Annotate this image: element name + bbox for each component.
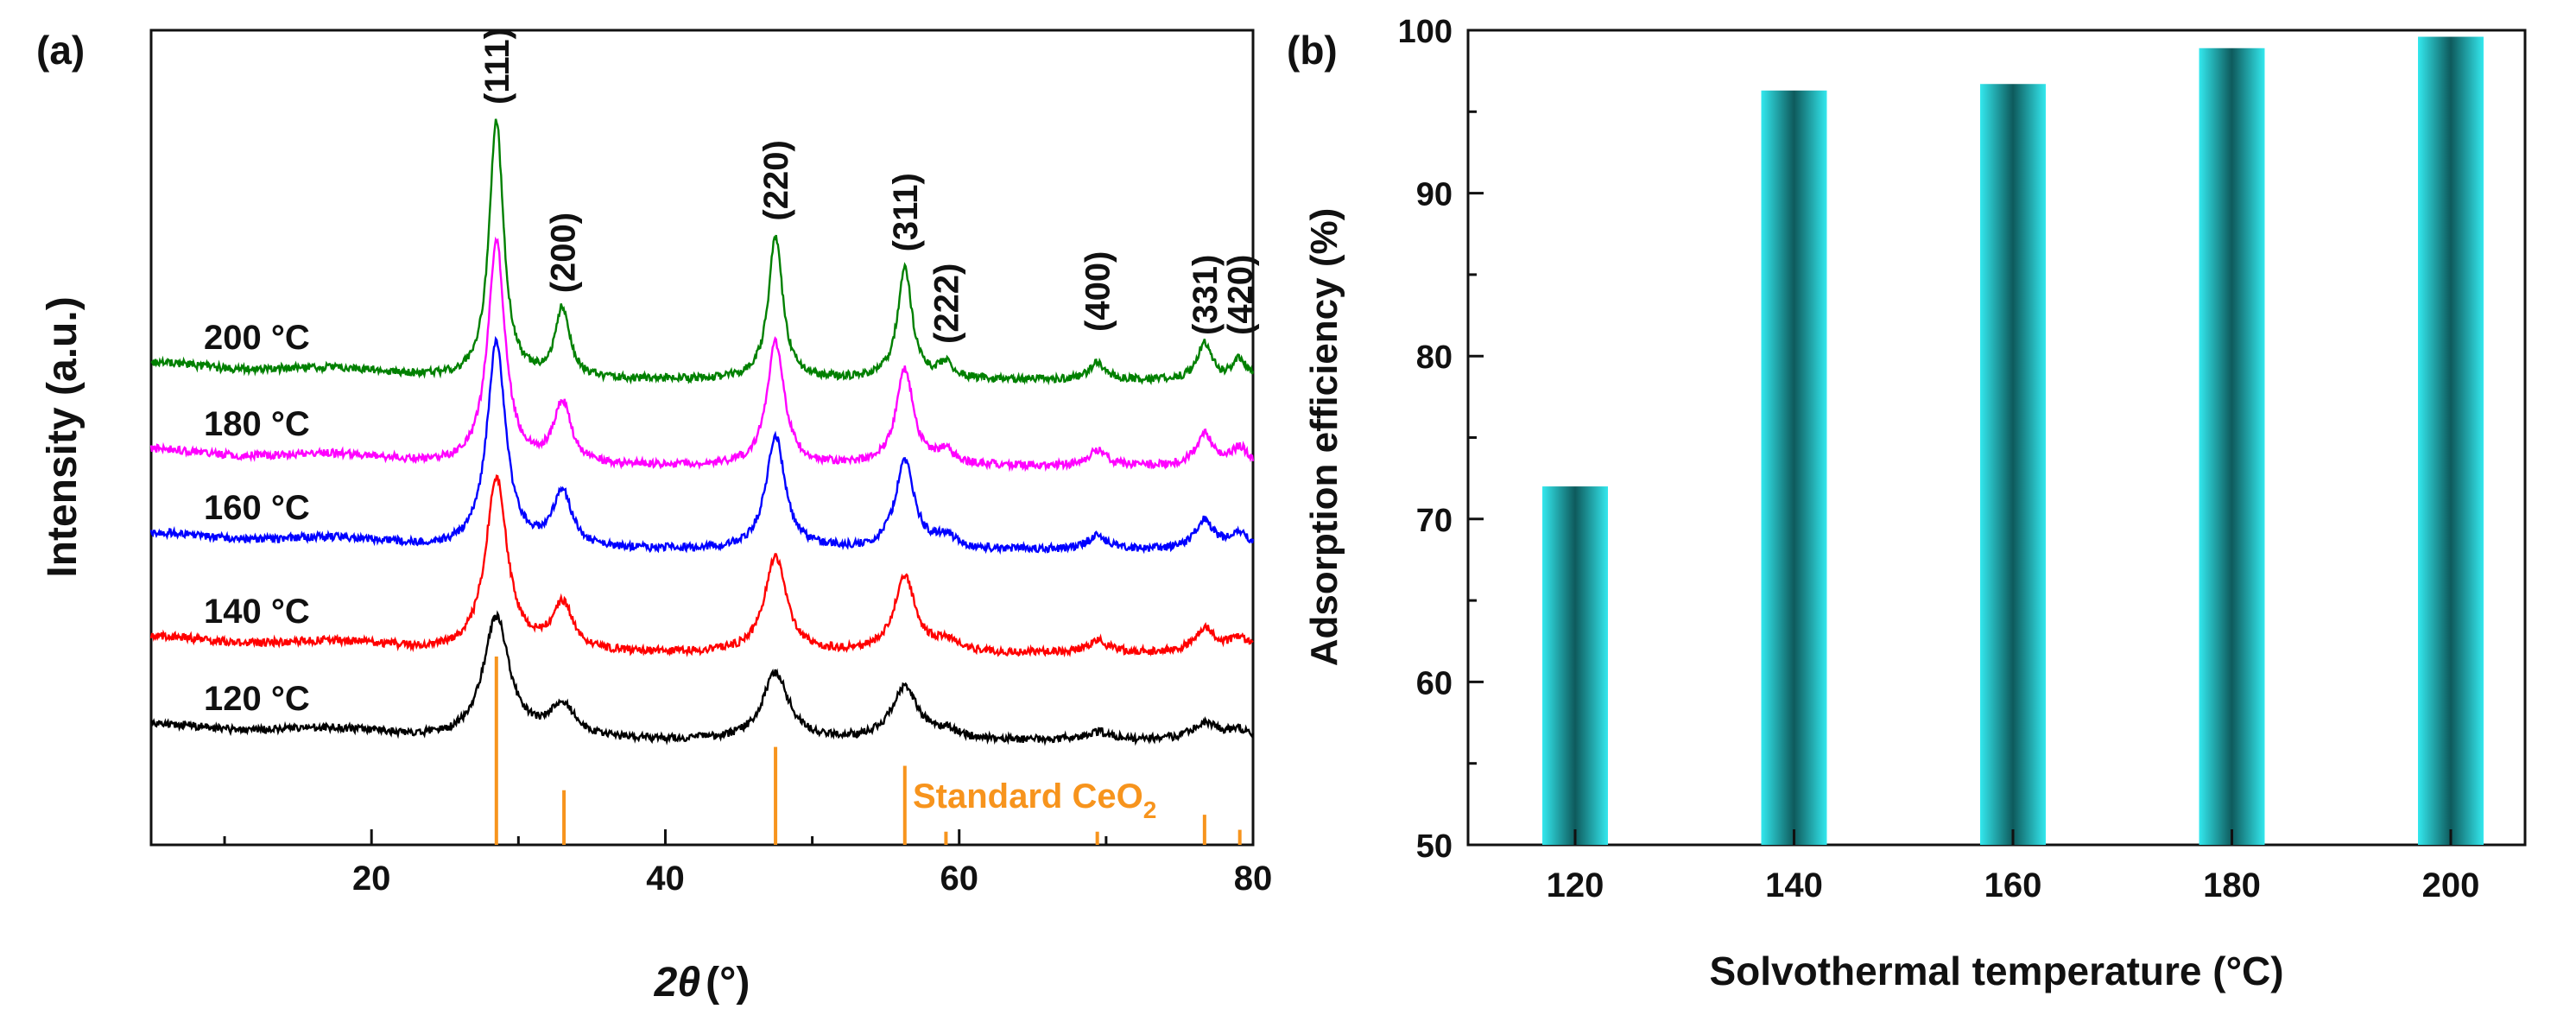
bar-y-tick-label: 50 <box>1416 828 1453 865</box>
hkl-label: (400) <box>1079 251 1117 332</box>
bar <box>1761 90 1827 846</box>
xrd-x-axis-unit: (°) <box>706 960 750 1006</box>
xrd-x-axis-title: 2θ (°) <box>654 960 750 1006</box>
xrd-series-label: 200 °C <box>204 319 310 357</box>
reference-label-subscript: 2 <box>1143 796 1157 823</box>
hkl-label: (222) <box>927 263 965 344</box>
bar-y-tick-label: 90 <box>1416 177 1453 213</box>
bar-x-tick-label: 140 <box>1765 866 1823 904</box>
xrd-series-line <box>150 610 1255 746</box>
hkl-label: (311) <box>887 173 925 251</box>
xrd-series-line <box>150 118 1255 386</box>
hkl-label: (331) <box>1187 255 1225 335</box>
xrd-series-line <box>149 236 1255 473</box>
hkl-label: (200) <box>544 213 582 293</box>
hkl-label: (420) <box>1222 255 1260 335</box>
reference-label-text: Standard CeO <box>913 777 1143 815</box>
xrd-series-line <box>149 474 1254 658</box>
bar-y-tick-label: 60 <box>1416 665 1453 701</box>
hkl-labels: (111) (200) (220) (311)(222) (400) (331)(420) <box>478 28 1260 344</box>
xrd-series-group <box>149 118 1255 746</box>
bar <box>2418 36 2484 845</box>
bar-x-tick-label: 200 <box>2422 866 2480 904</box>
xrd-x-tick-label: 80 <box>1234 860 1273 898</box>
xrd-x-tick-label: 40 <box>646 860 685 898</box>
reference-label: Standard CeO2 <box>913 777 1156 823</box>
xrd-series-label: 140 °C <box>204 593 310 631</box>
bar <box>1980 84 2046 846</box>
xrd-x-axis-symbol: 2θ <box>654 960 700 1006</box>
xrd-plot-frame <box>149 29 1255 847</box>
xrd-series-label: 160 °C <box>204 489 310 527</box>
bar <box>2199 48 2265 846</box>
bar <box>1542 486 1608 845</box>
bar-y-tick-label: 100 <box>1398 14 1453 50</box>
bar-group <box>1542 36 2484 846</box>
xrd-x-axis: 20 40 60 80 <box>223 829 1273 898</box>
xrd-y-axis-title: Intensity (a.u.) <box>40 296 85 577</box>
hkl-label: (111) <box>478 28 516 105</box>
xrd-series-line <box>149 335 1255 555</box>
bar-y-tick-label: 80 <box>1416 339 1453 376</box>
bar-x-axis: 120 140 160 180 200 <box>1547 829 2480 904</box>
bar-x-axis-title: Solvothermal temperature (°C) <box>1709 949 2283 993</box>
xrd-series-label: 120 °C <box>204 680 310 718</box>
panel-a-label: (a) <box>36 28 85 73</box>
bar-y-tick-label: 70 <box>1416 503 1453 539</box>
bar-x-tick-label: 120 <box>1547 866 1604 904</box>
xrd-series-label: 180 °C <box>204 405 310 443</box>
bar-x-tick-label: 160 <box>1984 866 2042 904</box>
reference-pattern <box>494 657 1242 845</box>
xrd-x-tick-label: 20 <box>352 860 391 898</box>
xrd-series-labels: 120 °C 140 °C 160 °C 180 °C 200 °C <box>204 319 310 718</box>
hkl-label: (220) <box>757 140 795 220</box>
xrd-panel: (a) 20 40 60 80 120 °C 140 °C 160 °C 180 °C 200… <box>36 28 1272 1006</box>
panel-b-label: (b) <box>1287 28 1338 73</box>
bar-x-tick-label: 180 <box>2203 866 2261 904</box>
bar-y-axis-title: Adsorption efficiency (%) <box>1303 208 1345 667</box>
xrd-x-tick-label: 60 <box>940 860 978 898</box>
adsorption-panel: (b) 50 60 70 80 90 100 120 140 160 180 200 Adsorp… <box>1287 14 2527 993</box>
bar-y-axis: 50 60 70 80 90 100 <box>1398 14 1484 865</box>
